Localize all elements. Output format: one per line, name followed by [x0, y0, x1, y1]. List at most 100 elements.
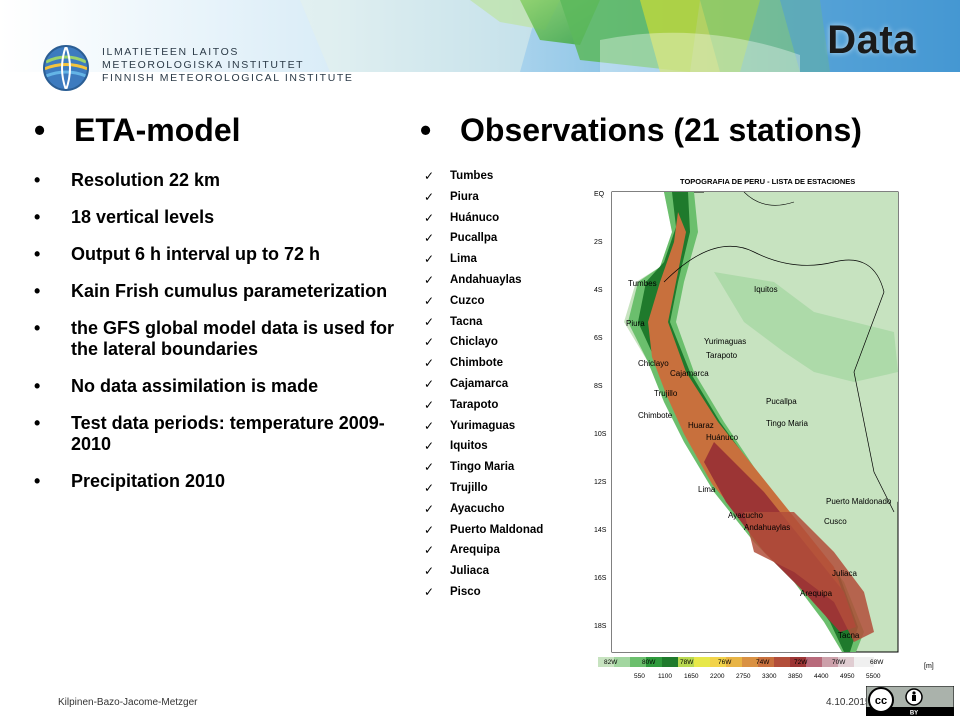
list-item: Test data periods: temperature 2009-2010	[34, 413, 414, 455]
colorbar-label: 4950	[840, 673, 855, 680]
fmi-logo-text: ILMATIETEEN LAITOS METEOROLOGISKA INSTIT…	[102, 46, 354, 85]
map-title: TOPOGRAFIA DE PERU - LISTA DE ESTACIONES	[680, 177, 855, 186]
list-item: Trujillo	[424, 480, 543, 501]
list-item: Puerto Maldonad	[424, 522, 543, 543]
map-label: Ayacucho	[728, 511, 764, 520]
x-tick-label: 82W	[604, 659, 618, 666]
org-line-3: FINNISH METEOROLOGICAL INSTITUTE	[102, 72, 354, 84]
map-label: Andahuaylas	[744, 523, 790, 532]
list-item: Ayacucho	[424, 501, 543, 522]
map-label: Piura	[626, 319, 645, 328]
by-text: BY	[910, 711, 918, 717]
y-tick-label: 14S	[594, 527, 607, 534]
map-label: Arequipa	[800, 589, 833, 598]
y-tick-label: 2S	[594, 239, 603, 246]
x-tick-label: 76W	[718, 659, 732, 666]
cc-license-badge: cc BY	[865, 685, 955, 717]
y-tick-label: 8S	[594, 383, 603, 390]
cc-text: cc	[875, 695, 887, 707]
x-tick-label: 78W	[680, 659, 694, 666]
x-tick-label: 70W	[832, 659, 846, 666]
map-label: Cusco	[824, 517, 847, 526]
map-x-axis: 82W 80W 78W 76W 74W 72W 70W 68W	[604, 659, 884, 666]
list-item: Cajamarca	[424, 376, 543, 397]
x-tick-label: 74W	[756, 659, 770, 666]
colorbar-label: 2750	[736, 673, 751, 680]
list-item: the GFS global model data is used for th…	[34, 318, 414, 360]
x-tick-label: 68W	[870, 659, 884, 666]
map-label: Huánuco	[706, 433, 739, 442]
colorbar-labels: 550 1100 1650 2200 2750 3300 3850 4400 4…	[634, 663, 934, 680]
list-item: Precipitation 2010	[34, 471, 414, 492]
map-label: Lima	[698, 485, 716, 494]
map-label: Huaraz	[688, 421, 714, 430]
y-tick-label: 18S	[594, 623, 607, 630]
eta-bullet-list: Resolution 22 km 18 vertical levels Outp…	[34, 170, 414, 508]
colorbar-label: 3850	[788, 673, 803, 680]
y-tick-label: 6S	[594, 335, 603, 342]
eta-heading: • ETA-model	[34, 112, 241, 148]
colorbar	[598, 657, 874, 667]
colorbar-label: 1650	[684, 673, 699, 680]
list-item: Output 6 h interval up to 72 h	[34, 244, 414, 265]
header-banner	[0, 0, 960, 72]
fmi-logo: ILMATIETEEN LAITOS METEOROLOGISKA INSTIT…	[40, 42, 352, 94]
list-item: Juliaca	[424, 563, 543, 584]
slide-title: Data	[827, 18, 916, 62]
map-label: Pucallpa	[766, 397, 797, 406]
list-item: Tumbes	[424, 168, 543, 189]
colorbar-label: 2200	[710, 673, 725, 680]
colorbar-unit: [m]	[924, 663, 934, 670]
footer-date: 4.10.2015	[826, 697, 871, 708]
list-item: Tarapoto	[424, 397, 543, 418]
list-item: Arequipa	[424, 542, 543, 563]
fmi-globe-icon	[43, 45, 89, 91]
cc-by-icon: cc BY	[865, 685, 955, 717]
list-item: Chiclayo	[424, 334, 543, 355]
list-item: 18 vertical levels	[34, 207, 414, 228]
list-item: Huánuco	[424, 210, 543, 231]
list-item: Tacna	[424, 314, 543, 335]
list-item: Piura	[424, 189, 543, 210]
map-label: Tacna	[838, 631, 860, 640]
list-item: Pisco	[424, 584, 543, 605]
x-tick-label: 80W	[642, 659, 656, 666]
map-label: Puerto Maldonado	[826, 497, 892, 506]
list-item: Kain Frish cumulus parameterization	[34, 281, 414, 302]
list-item: No data assimilation is made	[34, 376, 414, 397]
list-item: Yurimaguas	[424, 418, 543, 439]
map-station-labels: Tumbes Iquitos Piura Yurimaguas Tarapoto…	[626, 279, 892, 640]
x-tick-label: 72W	[794, 659, 808, 666]
map-y-axis: EQ 2S 4S 6S 8S 10S 12S 14S 16S 18S	[594, 191, 607, 630]
y-tick-label: 10S	[594, 431, 607, 438]
list-item: Iquitos	[424, 438, 543, 459]
list-item: Resolution 22 km	[34, 170, 414, 191]
org-line-2: METEOROLOGISKA INSTITUTET	[102, 59, 305, 71]
map-label: Yurimaguas	[704, 337, 746, 346]
y-tick-label: 12S	[594, 479, 607, 486]
org-line-1: ILMATIETEEN LAITOS	[102, 46, 239, 58]
map-label: Chimbote	[638, 411, 673, 420]
list-item: Chimbote	[424, 355, 543, 376]
map-label: Cajamarca	[670, 369, 709, 378]
list-item: Cuzco	[424, 293, 543, 314]
list-item: Tingo Maria	[424, 459, 543, 480]
map-label: Chiclayo	[638, 359, 669, 368]
colorbar-label: 1100	[658, 673, 672, 680]
y-tick-label: 16S	[594, 575, 607, 582]
map-label: Juliaca	[832, 569, 857, 578]
colorbar-label: 5500	[866, 673, 881, 680]
map-label: Tarapoto	[706, 351, 738, 360]
banner-graphic	[0, 0, 960, 72]
map-label: Trujillo	[654, 389, 678, 398]
observations-heading: • Observations (21 stations)	[420, 112, 862, 148]
colorbar-label: 4400	[814, 673, 829, 680]
map-label: Tingo Maria	[766, 419, 808, 428]
map-svg: TOPOGRAFIA DE PERU - LISTA DE ESTACIONES…	[594, 177, 934, 680]
map-label: Iquitos	[754, 285, 778, 294]
colorbar-label: 3300	[762, 673, 777, 680]
map-label: Tumbes	[628, 279, 657, 288]
y-tick-label: 4S	[594, 287, 603, 294]
y-tick-label: EQ	[594, 191, 605, 198]
list-item: Pucallpa	[424, 230, 543, 251]
